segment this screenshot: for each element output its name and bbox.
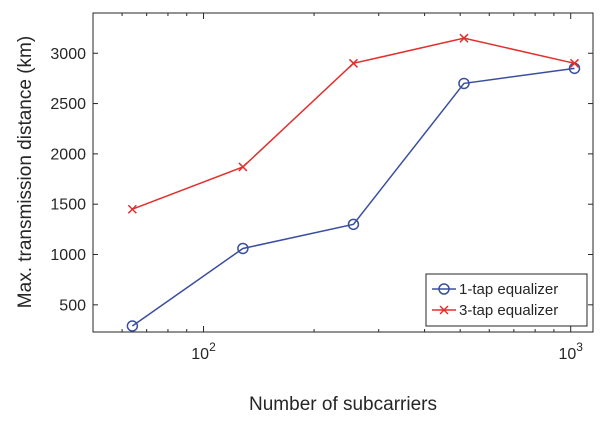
x-tick-label: 103 [558, 340, 583, 363]
y-tick-label: 500 [59, 297, 86, 314]
x-tick-base: 10 [558, 346, 576, 363]
legend: 1-tap equalizer 3-tap equalizer [426, 274, 587, 326]
y-tick-label: 2000 [50, 146, 86, 163]
legend-label: 1-tap equalizer [459, 281, 558, 298]
legend-label: 3-tap equalizer [459, 302, 558, 319]
y-tick-label: 1000 [50, 247, 86, 264]
x-tick-exponent: 2 [209, 340, 216, 354]
x-tick-label: 102 [191, 340, 216, 363]
x-axis-title: Number of subcarriers [249, 394, 437, 415]
y-tick-label: 2500 [50, 96, 86, 113]
x-tick-exponent: 3 [576, 340, 583, 354]
x-tick-base: 10 [191, 346, 209, 363]
y-axis-title: Max. transmission distance (km) [15, 36, 36, 308]
y-tick-label: 3000 [50, 46, 86, 63]
y-tick-label: 1500 [50, 197, 86, 214]
